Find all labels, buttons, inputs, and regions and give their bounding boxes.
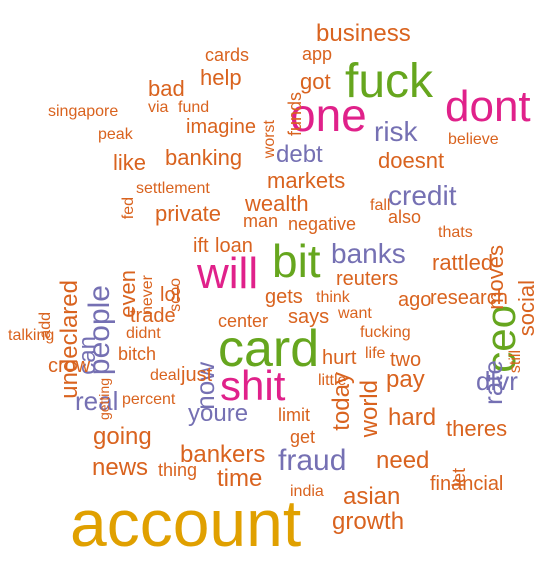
word-ago: ago: [398, 289, 432, 311]
word-risk: risk: [374, 116, 418, 147]
word-like: like: [113, 150, 147, 175]
word-believe: believe: [448, 131, 499, 148]
word-think: think: [316, 289, 350, 306]
word-news: news: [92, 454, 149, 481]
word-bitch: bitch: [118, 344, 157, 364]
word-says: says: [288, 306, 330, 328]
word-app: app: [302, 44, 333, 64]
word-bit: bit: [272, 235, 321, 287]
word-gets: gets: [265, 286, 303, 308]
word-lol: lol: [160, 284, 181, 306]
word-peak: peak: [98, 126, 133, 143]
word-also: also: [388, 207, 422, 227]
word-hard: hard: [388, 404, 437, 431]
word-research: research: [430, 287, 508, 309]
word-india: india: [290, 483, 324, 500]
word-going: going: [93, 423, 152, 450]
word-cards: cards: [205, 45, 250, 65]
word-scoo: scoo: [167, 278, 184, 312]
word-crow: crow: [48, 355, 91, 377]
word-undeclared: undeclared: [56, 280, 83, 399]
word-time: time: [217, 465, 263, 492]
word-dont: dont: [445, 82, 531, 131]
word-fuck: fuck: [345, 55, 434, 108]
word-growth: growth: [332, 508, 405, 535]
word-still: still: [507, 350, 524, 374]
word-need: need: [376, 447, 430, 474]
word-never: never: [139, 275, 156, 316]
word-pay: pay: [386, 366, 425, 393]
word-get: get: [290, 427, 316, 447]
word-world: world: [356, 380, 383, 438]
word-just: just: [181, 364, 213, 386]
word-financial: financial: [430, 473, 504, 495]
word-banks: banks: [331, 238, 406, 269]
word-dlvr: dlvr: [476, 366, 518, 396]
word-will: will: [197, 249, 259, 298]
word-thats: thats: [438, 224, 473, 241]
word-ift: ift: [193, 235, 209, 257]
word-debt: debt: [276, 141, 323, 168]
word-want: want: [338, 305, 372, 322]
word-real: real: [75, 386, 119, 416]
word-fund: fund: [178, 99, 210, 116]
word-talking: talking: [8, 327, 55, 344]
word-worst: worst: [261, 120, 278, 159]
word-limit: limit: [278, 405, 310, 425]
word-rattled: rattled: [432, 250, 494, 275]
word-fraud: fraud: [278, 444, 347, 477]
word-two: two: [390, 349, 422, 371]
word-percent: percent: [122, 391, 176, 408]
word-via: via: [148, 99, 169, 116]
word-funds: funds: [285, 92, 305, 137]
word-reuters: reuters: [336, 268, 399, 290]
word-life: life: [365, 345, 386, 362]
word-shit: shit: [220, 362, 286, 409]
word-hurt: hurt: [322, 347, 357, 369]
word-settlement: settlement: [136, 180, 210, 197]
word-card: card: [218, 320, 320, 378]
word-theres: theres: [446, 416, 508, 441]
word-youre: youre: [188, 400, 249, 427]
word-one: one: [290, 89, 367, 141]
word-business: business: [316, 20, 411, 47]
word-center: center: [218, 311, 269, 331]
word-man: man: [243, 211, 279, 231]
word-fed: fed: [120, 197, 137, 220]
word-getting: getting: [96, 378, 112, 421]
word-private: private: [155, 201, 222, 226]
word-bad: bad: [148, 76, 185, 101]
word-credit: credit: [388, 180, 457, 211]
word-markets: markets: [267, 168, 346, 193]
word-deal: deal: [150, 367, 181, 384]
word-got: got: [300, 69, 331, 94]
word-banking: banking: [165, 145, 243, 170]
word-thing: thing: [158, 460, 198, 480]
word-social: social: [514, 280, 539, 337]
word-help: help: [200, 65, 242, 90]
word-imagine: imagine: [186, 116, 257, 138]
word-account: account: [70, 486, 302, 560]
word-negative: negative: [288, 214, 357, 234]
word-singapore: singapore: [48, 103, 119, 120]
word-fall: fall: [370, 197, 391, 214]
word-wealth: wealth: [245, 191, 309, 216]
word-didnt: didnt: [126, 325, 161, 342]
word-bankers: bankers: [180, 441, 266, 468]
word-let: let: [449, 468, 469, 488]
word-asian: asian: [343, 483, 401, 510]
word-loan: loan: [215, 235, 253, 257]
word-fucking: fucking: [360, 324, 411, 341]
word-little: little: [318, 372, 347, 389]
word-doesnt: doesnt: [378, 148, 445, 173]
word-trade: trade: [130, 305, 176, 327]
